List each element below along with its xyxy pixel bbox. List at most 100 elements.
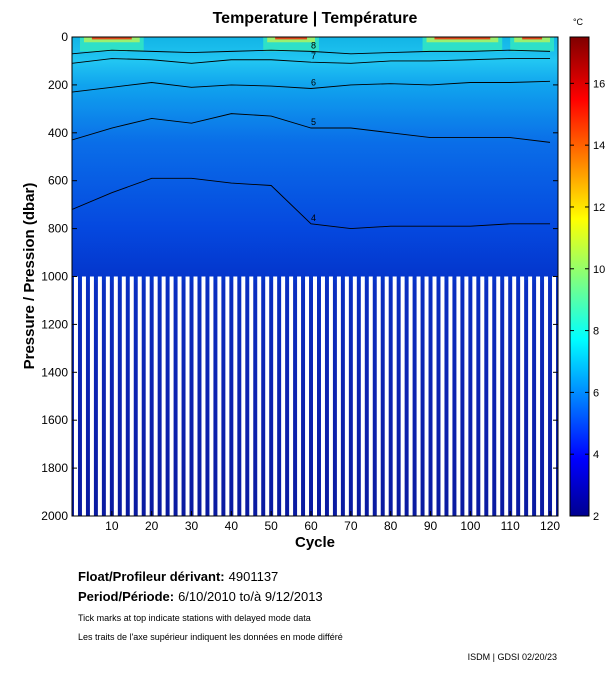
float-label: Float/Profileur dérivant: (78, 569, 225, 584)
profile-gap (89, 276, 94, 516)
colorbar-tick-label: 16 (593, 78, 605, 90)
y-tick-label: 1800 (41, 461, 68, 475)
x-tick-label: 50 (265, 519, 279, 533)
colorbar-tick-label: 6 (593, 387, 599, 399)
profile-gap (544, 276, 549, 516)
profile-gap (209, 276, 214, 516)
profile-gap (488, 276, 493, 516)
profile-gap (368, 276, 373, 516)
profile-gap (456, 276, 461, 516)
profile-gap (297, 276, 302, 516)
profile-gap (344, 276, 349, 516)
note-english: Tick marks at top indicate stations with… (78, 613, 311, 623)
profile-gap (536, 276, 541, 516)
profile-gap (193, 276, 198, 516)
x-tick-label: 60 (304, 519, 318, 533)
footer-credit: ISDM | GDSI 02/20/23 (467, 652, 557, 662)
profile-gap (129, 276, 134, 516)
warmer-layer (514, 37, 551, 43)
profile-gap (105, 276, 110, 516)
y-tick-label: 1000 (41, 270, 68, 284)
profile-gap (552, 276, 557, 516)
colorbar-tick-label: 12 (593, 202, 605, 214)
x-axis-label: Cycle (295, 534, 335, 551)
profile-gap (520, 276, 525, 516)
x-tick-label: 20 (145, 519, 159, 533)
profile-gap (185, 276, 190, 516)
x-tick-label: 80 (384, 519, 398, 533)
colorbar-tick-label: 8 (593, 326, 599, 338)
y-axis: 0 200 400 600 800 1000 1200 1400 1600 1800 2000 (41, 30, 558, 523)
contour-label: 7 (311, 51, 316, 61)
profile-gap (376, 276, 381, 516)
period-value: 6/10/2010 to/à 9/12/2013 (178, 589, 323, 604)
contour-8 (72, 49, 551, 55)
contour-7 (72, 58, 551, 64)
warmest-layer (434, 37, 491, 40)
surface-warm-patches (79, 37, 555, 52)
contour-6 (72, 80, 551, 93)
warmest-layer (91, 37, 132, 40)
warmest-layer (275, 37, 308, 40)
profile-gap (480, 276, 485, 516)
float-id-line: Float/Profileur dérivant: 4901137 (78, 569, 278, 584)
profile-gap (249, 276, 254, 516)
y-tick-label: 1400 (41, 365, 68, 379)
y-tick-label: 2000 (41, 509, 68, 523)
profile-gap (161, 276, 166, 516)
y-tick-label: 600 (48, 174, 68, 188)
colorbar (569, 36, 590, 517)
profile-gap (97, 276, 102, 516)
y-axis-label: Pressure / Pression (dbar) (21, 183, 38, 370)
profile-gap (265, 276, 270, 516)
note-french: Les traits de l'axe supérieur indiquent … (78, 632, 343, 642)
profile-gap (320, 276, 325, 516)
profile-gap (257, 276, 262, 516)
x-tick-label: 90 (424, 519, 438, 533)
profile-gap (73, 276, 78, 516)
float-id: 4901137 (228, 569, 279, 584)
profile-gap (177, 276, 182, 516)
x-tick-label: 40 (225, 519, 239, 533)
isotherm-contours: 87 6 5 4 (72, 40, 551, 230)
profile-gap (496, 276, 501, 516)
contour-5 (72, 113, 551, 143)
profile-gap (424, 276, 429, 516)
profile-gap (305, 276, 310, 516)
y-tick-label: 200 (48, 78, 68, 92)
x-tick-label: 120 (540, 519, 560, 533)
profile-gap (504, 276, 509, 516)
profile-gap (273, 276, 278, 516)
profile-gap (153, 276, 158, 516)
profile-gap (281, 276, 286, 516)
profile-gap (528, 276, 533, 516)
colorbar-tick-label: 10 (593, 264, 605, 276)
contour-label: 6 (311, 77, 316, 87)
warmer-layer (426, 37, 499, 43)
profile-gap (289, 276, 294, 516)
profile-gap (137, 276, 142, 516)
colorbar-ticks: 2 4 6 8 10 12 14 16 (570, 78, 605, 523)
profile-gap (440, 276, 445, 516)
colorbar-unit: °C (573, 17, 584, 27)
chart-title: Temperature | Température (213, 10, 418, 27)
profile-gap (416, 276, 421, 516)
period-label: Period/Période: (78, 589, 175, 604)
y-tick-label: 400 (48, 126, 68, 140)
profile-gap (169, 276, 174, 516)
profile-gap (217, 276, 222, 516)
y-tick-label: 0 (61, 30, 68, 44)
profile-gap (360, 276, 365, 516)
colorbar-tick-label: 14 (593, 140, 605, 152)
y-tick-label: 1600 (41, 413, 68, 427)
deep-profile-stripes (73, 276, 557, 516)
profile-gap (352, 276, 357, 516)
x-tick-label: 10 (105, 519, 119, 533)
profile-gap (233, 276, 238, 516)
profile-gap (384, 276, 389, 516)
y-tick-label: 800 (48, 222, 68, 236)
x-tick-label: 70 (344, 519, 358, 533)
warmer-layer (83, 37, 140, 43)
period-line: Period/Période: 6/10/2010 to/à 9/12/2013 (78, 589, 323, 604)
